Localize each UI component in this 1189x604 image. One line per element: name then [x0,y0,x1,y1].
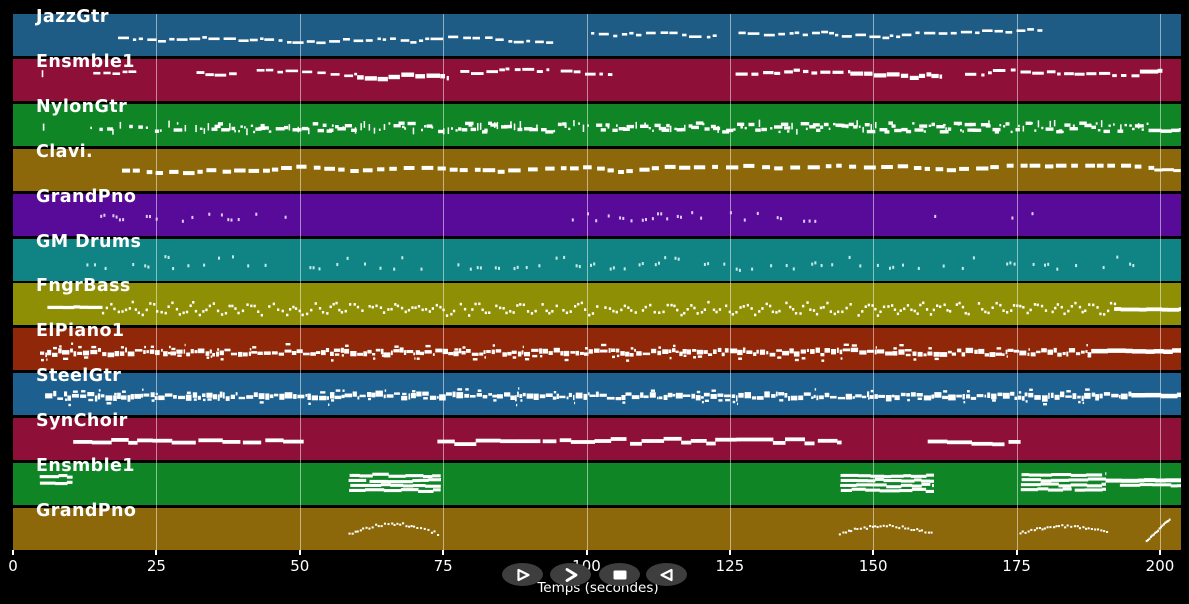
stop-icon [613,570,626,579]
track-band-4 [13,193,1181,236]
track-label-0: JazzGtr [36,7,109,27]
axis-tick-label-150: 150 [858,557,888,575]
track-notes-5 [86,254,1135,272]
stop-button[interactable] [599,563,640,586]
track-band-6 [13,283,1181,326]
play-icon [516,568,530,581]
track-notes-2 [42,119,1181,135]
axis-tick-125 [728,550,731,555]
axis-tick-label-200: 200 [1145,557,1175,575]
axis-tick-75 [442,550,445,555]
gridline-75s [443,14,445,550]
track-label-4: GrandPno [36,186,137,207]
track-notes-10 [39,472,1181,493]
track-notes-9 [73,436,1021,447]
axis-tick-100 [585,550,588,555]
axis-tick-25 [155,550,158,555]
track-band-10 [13,463,1181,505]
track-label-2: NylonGtr [36,96,128,117]
track-label-1: Ensmble1 [36,51,135,72]
track-label-9: SynChoir [36,411,128,432]
track-notes-4 [100,210,1034,223]
axis-tick-0 [12,550,14,555]
axis-tick-150 [872,550,875,555]
track-band-0 [13,14,1181,56]
track-band-1 [13,58,1181,101]
track-notes-7 [40,342,1181,363]
track-band-11 [13,507,1181,550]
track-notes-3 [122,163,1181,175]
rewind-icon [659,568,673,581]
gridline-150s [873,14,875,550]
track-notes-8 [45,387,1181,407]
track-label-3: Clavi. [36,141,94,162]
gridline-100s [586,14,588,550]
gridline-25s [156,14,158,550]
fast-forward-button[interactable] [550,563,591,586]
track-label-8: SteelGtr [36,366,122,387]
axis-tick-label-25: 25 [146,557,166,575]
track-notes-0 [118,28,1043,45]
track-notes-1 [41,67,1163,82]
track-label-7: ElPiano1 [36,321,125,342]
fast-forward-icon [565,567,577,582]
axis-tick-200 [1159,550,1161,555]
track-notes-11 [348,518,1171,542]
axis-tick-label-175: 175 [1002,557,1031,575]
track-band-5 [13,238,1181,281]
axis-tick-50 [298,550,301,555]
track-label-5: GM Drums [36,231,142,252]
axis-tick-175 [1015,550,1018,555]
rewind-button[interactable] [646,563,687,586]
play-button[interactable] [502,563,543,586]
gridline-50s [299,14,301,550]
axis-tick-label-0: 0 [8,557,18,575]
track-label-10: Ensmble1 [36,456,135,476]
track-label-6: FngrBass [36,276,131,297]
track-label-11: GrandPno [36,500,137,521]
axis-tick-label-50: 50 [290,557,310,575]
axis-tick-label-125: 125 [715,557,745,575]
axis-tick-label-75: 75 [433,557,453,575]
gridline-175s [1016,14,1018,550]
gridline-200s [1160,14,1161,550]
track-notes-6 [47,301,1181,318]
gridline-125s [729,14,731,550]
